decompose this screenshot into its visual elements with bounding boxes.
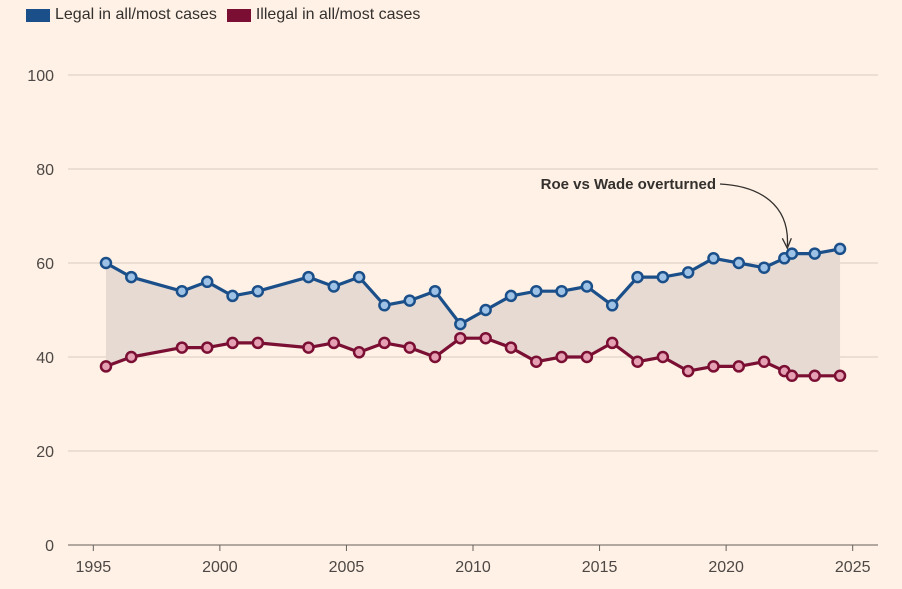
data-point-illegal [479,331,492,345]
data-point-illegal [302,341,315,354]
data-point-legal [656,270,670,284]
data-point-illegal [99,360,113,373]
data-point-legal [785,247,799,260]
data-point-legal [403,294,416,307]
data-point-illegal [808,369,821,383]
x-tick-label: 2010 [455,559,491,576]
data-point-legal [175,284,189,298]
data-point-legal [681,266,695,279]
y-tick-label: 100 [27,68,54,85]
data-point-legal [833,242,847,256]
data-point-illegal [226,336,239,350]
data-point-illegal [454,331,467,345]
x-tick-label: 2025 [835,559,871,576]
data-point-legal [479,303,492,317]
data-point-illegal [428,350,442,364]
data-point-legal [530,284,543,298]
data-point-illegal [707,360,720,373]
y-tick-label: 60 [36,256,54,273]
legend-label-legal: Legal in all/most cases [55,6,217,23]
y-tick-label: 0 [45,538,54,555]
data-point-illegal [732,360,746,373]
annotation-label: Roe vs Wade overturned [541,176,716,193]
data-point-illegal [251,336,265,350]
data-point-illegal [757,355,771,368]
legend-swatch-legal [26,8,50,22]
data-point-illegal [352,346,366,359]
data-point-legal [251,284,265,298]
legend: Legal in all/most cases Illegal in all/m… [26,6,430,24]
y-tick-label: 20 [36,444,54,461]
data-point-legal [757,261,771,274]
data-point-legal [580,280,594,293]
data-point-legal [504,289,518,303]
data-point-legal [378,299,391,312]
data-point-legal [226,289,239,303]
x-tick-label: 2005 [329,559,365,576]
y-tick-label: 40 [36,350,54,367]
data-point-illegal [555,350,568,364]
data-point-illegal [833,369,847,383]
data-point-illegal [681,364,695,378]
data-point-illegal [403,341,416,354]
data-point-legal [707,252,720,265]
data-point-legal [454,317,467,331]
area-between-series [105,248,841,376]
data-point-legal [631,270,644,284]
data-point-illegal [175,341,189,354]
data-point-illegal [200,341,214,354]
data-point-illegal [580,350,594,364]
legend-item-legal: Legal in all/most cases [26,6,217,24]
data-point-legal [808,247,821,260]
data-point-illegal [327,336,341,350]
data-point-illegal [378,336,391,350]
data-point-legal [605,299,619,312]
data-point-legal [732,256,746,270]
annotation-arrow [719,183,789,247]
x-tick-label: 2000 [202,559,238,576]
data-point-illegal [631,355,644,368]
data-point-illegal [656,350,670,364]
data-point-legal [327,280,341,293]
y-tick-label: 80 [36,162,54,179]
x-tick-label: 2020 [708,559,744,576]
data-point-illegal [785,369,799,383]
legend-label-illegal: Illegal in all/most cases [255,6,421,23]
data-point-legal [99,256,113,270]
x-tick-label: 1995 [76,559,112,576]
data-point-legal [200,275,214,289]
data-point-legal [125,270,138,284]
data-point-illegal [125,350,138,364]
x-tick-label: 2015 [582,559,618,576]
data-point-illegal [605,336,619,350]
data-point-legal [555,284,568,298]
data-point-illegal [530,355,543,368]
data-point-legal [352,270,366,284]
annotation-arrowhead [781,238,792,250]
legend-item-illegal: Illegal in all/most cases [226,6,421,24]
legend-swatch-illegal [226,8,251,22]
data-point-legal [302,270,315,284]
data-point-legal [428,284,442,298]
data-point-illegal [504,341,518,354]
